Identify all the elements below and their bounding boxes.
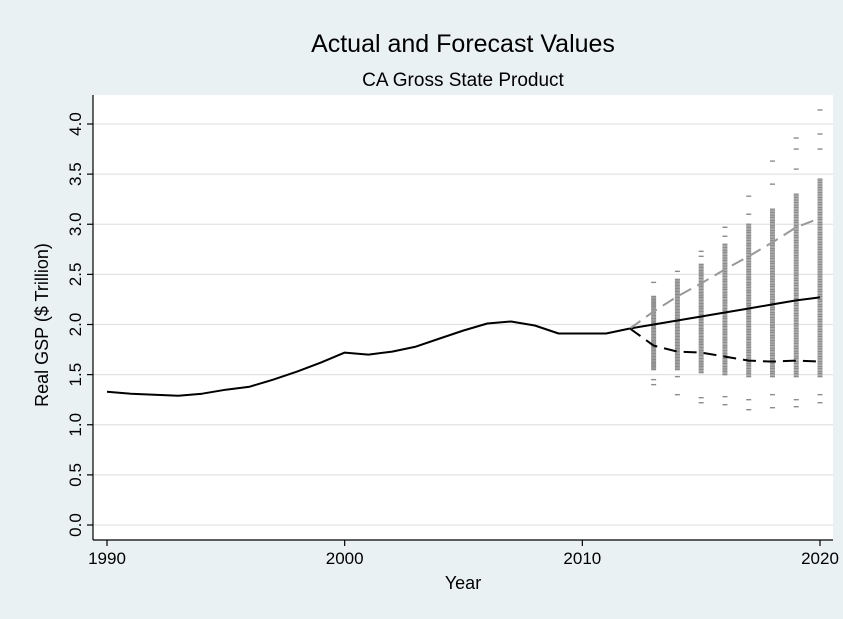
x-axis-label: Year (445, 573, 481, 593)
y-tick-label: 0.5 (66, 463, 85, 487)
y-tick-label: 1.5 (66, 363, 85, 387)
axes: 0.0 0.5 1.0 1.5 2.0 2.5 3.0 3.5 4.0 1990 2000 2010 2… (66, 95, 839, 568)
upper-forecast-dashed-line (629, 217, 821, 330)
plot-area (93, 95, 833, 540)
chart-subtitle: CA Gross State Product (362, 70, 564, 91)
series-lines (106, 217, 821, 397)
y-tick-label: 2.5 (66, 263, 85, 287)
x-tick-label: 2000 (326, 549, 364, 568)
y-tick-label: 2.0 (66, 313, 85, 337)
actual-and-median-forecast-line (106, 296, 821, 397)
y-tick-label: 3.5 (66, 162, 85, 186)
gridlines (93, 123, 833, 526)
x-tick-label: 2020 (801, 549, 839, 568)
y-tick-label: 4.0 (66, 112, 85, 136)
lower-forecast-dashed-line (629, 327, 821, 363)
chart-title: Actual and Forecast Values (311, 30, 615, 58)
y-axis-label: Real GSP ($ Trillion) (32, 243, 52, 407)
y-tick-label: 1.0 (66, 413, 85, 437)
y-tick-label: 0.0 (66, 513, 85, 537)
x-tick-label: 2010 (563, 549, 601, 568)
x-tick-label: 1990 (88, 549, 126, 568)
y-tick-label: 3.0 (66, 212, 85, 236)
